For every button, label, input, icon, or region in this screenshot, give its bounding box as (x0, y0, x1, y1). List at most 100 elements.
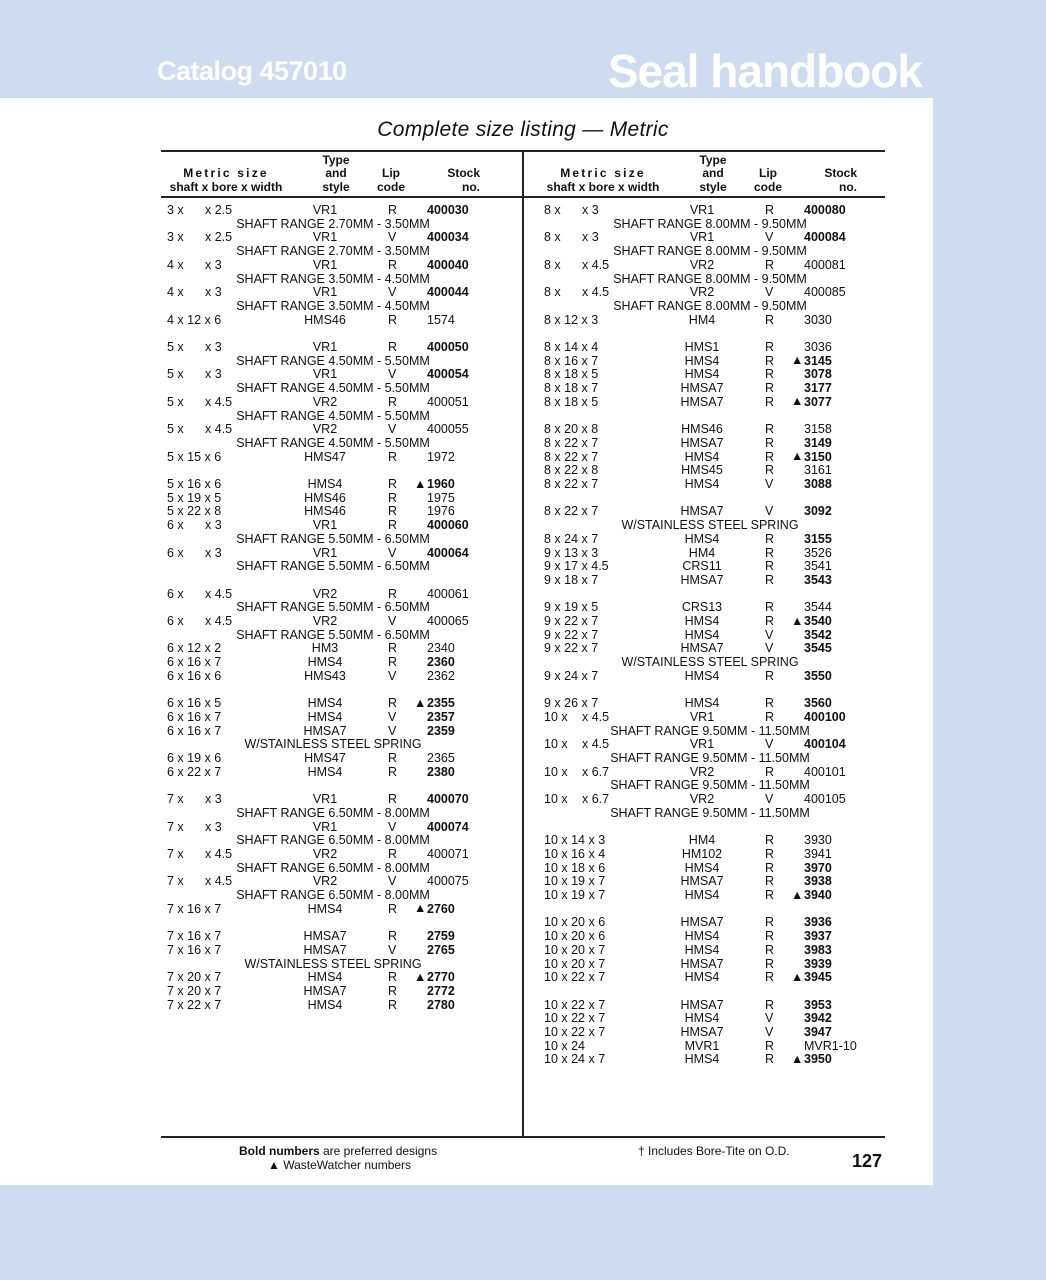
stock-number: 3937 (804, 929, 832, 944)
size-cell: 3 x (167, 203, 184, 217)
size-cell: 7 x 16 x 7 (167, 942, 222, 957)
size-cell: 10 x (544, 764, 568, 779)
stock-number: 400051 (427, 394, 469, 409)
stock-column-header-line: no. (462, 179, 480, 194)
stock-number: 3155 (804, 531, 832, 546)
stock-number: 1960 (427, 477, 455, 491)
type-column-header-line: Type (322, 152, 350, 167)
lip-cell: R (765, 833, 775, 848)
width-cell: x 4.5 (205, 874, 233, 889)
size-cell: 6 x (167, 586, 184, 601)
size-cell: 10 x 19 x 7 (544, 874, 606, 889)
stock-number: 3526 (804, 545, 832, 560)
type-cell: VR1 (689, 230, 715, 245)
type-cell: HMSA7 (680, 641, 724, 656)
lip-cell: R (765, 435, 775, 450)
size-cell: 8 x 12 x 3 (544, 312, 599, 327)
stock-number: 1976 (427, 504, 455, 519)
type-cell: HMSA7 (680, 1025, 724, 1039)
width-cell: x 4.5 (205, 614, 233, 628)
stock-number: 3941 (804, 846, 832, 861)
lip-cell: R (388, 203, 398, 217)
lip-cell: R (388, 970, 398, 985)
lip-cell: R (765, 559, 775, 574)
row-note: SHAFT RANGE 5.50MM - 6.50MM (236, 600, 430, 615)
size-cell: 10 x 14 x 3 (544, 833, 606, 848)
type-cell: HMS46 (304, 504, 346, 519)
type-cell: HM4 (688, 545, 716, 560)
stock-number: 3540 (804, 614, 832, 628)
type-cell: HMS4 (684, 1052, 720, 1067)
row-note: SHAFT RANGE 5.50MM - 6.50MM (236, 559, 430, 574)
row-note: SHAFT RANGE 8.00MM - 9.50MM (613, 271, 807, 286)
stock-number: 400100 (804, 709, 846, 724)
type-cell: HMS47 (304, 449, 346, 464)
stock-number: 3161 (804, 463, 832, 478)
row-note: SHAFT RANGE 3.50MM - 4.50MM (236, 298, 430, 313)
size-cell: 6 x 16 x 6 (167, 668, 222, 683)
stock-number: 3543 (804, 572, 832, 587)
stock-number: 400040 (427, 257, 469, 272)
type-cell: HMSA7 (303, 723, 347, 738)
lip-cell: R (388, 477, 398, 491)
type-cell: HMSA7 (680, 394, 724, 409)
type-column-header: Type and style (306, 152, 366, 195)
stock-number: 400030 (427, 203, 469, 217)
size-column-header: Metric size shaft x bore x width (539, 166, 667, 194)
size-cell: 4 x (167, 285, 184, 300)
size-cell: 9 x 19 x 5 (544, 600, 599, 615)
lip-cell: V (765, 627, 774, 642)
lip-column-header-line: Lip (382, 166, 400, 180)
type-cell: HM4 (688, 312, 716, 327)
lip-cell: R (765, 463, 775, 478)
lip-cell: V (765, 504, 774, 519)
stock-number: 1975 (427, 490, 455, 505)
row-note: W/STAINLESS STEEL SPRING (244, 956, 422, 971)
stock-number: 400101 (804, 764, 846, 779)
size-cell: 8 x 16 x 7 (544, 353, 599, 368)
lip-cell: R (765, 970, 775, 985)
size-cell: 7 x 20 x 7 (167, 983, 222, 998)
legend-bold-label: Bold numbers (239, 1144, 320, 1158)
stock-column-header: Stock no. (420, 166, 480, 194)
lip-cell: R (765, 1052, 775, 1067)
stock-number: 2760 (427, 901, 455, 916)
triangle-icon: ▲ (791, 353, 804, 368)
size-cell: 7 x (167, 874, 184, 889)
stock-number: 3542 (804, 627, 832, 642)
stock-number: 1574 (427, 312, 455, 327)
lip-cell: R (765, 1038, 775, 1053)
size-column-header-line: shaft x bore x width (169, 179, 283, 194)
lip-cell: R (388, 846, 398, 861)
width-cell: x 3 (205, 257, 222, 272)
row-note: SHAFT RANGE 9.50MM - 11.50MM (610, 751, 810, 765)
type-cell: VR1 (312, 518, 338, 533)
stock-number: 2357 (427, 709, 455, 724)
type-cell: VR1 (312, 203, 338, 217)
size-cell: 6 x (167, 614, 184, 628)
stock-number: 2362 (427, 668, 455, 683)
stock-number: 3942 (804, 1011, 832, 1026)
triangle-icon: ▲ (268, 1158, 280, 1172)
lip-cell: R (765, 531, 775, 546)
type-cell: HMS4 (684, 668, 720, 683)
type-cell: VR1 (312, 285, 338, 300)
stock-column-header: Stock no. (797, 166, 857, 194)
size-cell: 8 x 22 x 7 (544, 504, 599, 519)
stock-number: 400084 (804, 230, 846, 245)
size-cell: 9 x 18 x 7 (544, 572, 599, 587)
stock-number: 2780 (427, 997, 455, 1012)
size-cell: 6 x 22 x 7 (167, 764, 222, 779)
lip-cell: R (765, 422, 775, 437)
lip-cell: R (765, 874, 775, 889)
lip-cell: R (388, 641, 398, 656)
lip-cell: R (765, 257, 775, 272)
width-cell: x 3 (205, 367, 222, 382)
type-cell: HMS4 (307, 997, 343, 1012)
row-note: SHAFT RANGE 6.50MM - 8.00MM (236, 888, 430, 902)
width-cell: x 2.5 (205, 203, 233, 217)
type-cell: HM3 (311, 641, 339, 656)
lip-cell: V (388, 614, 397, 628)
lip-cell: R (765, 997, 775, 1012)
type-cell: VR1 (312, 819, 338, 834)
